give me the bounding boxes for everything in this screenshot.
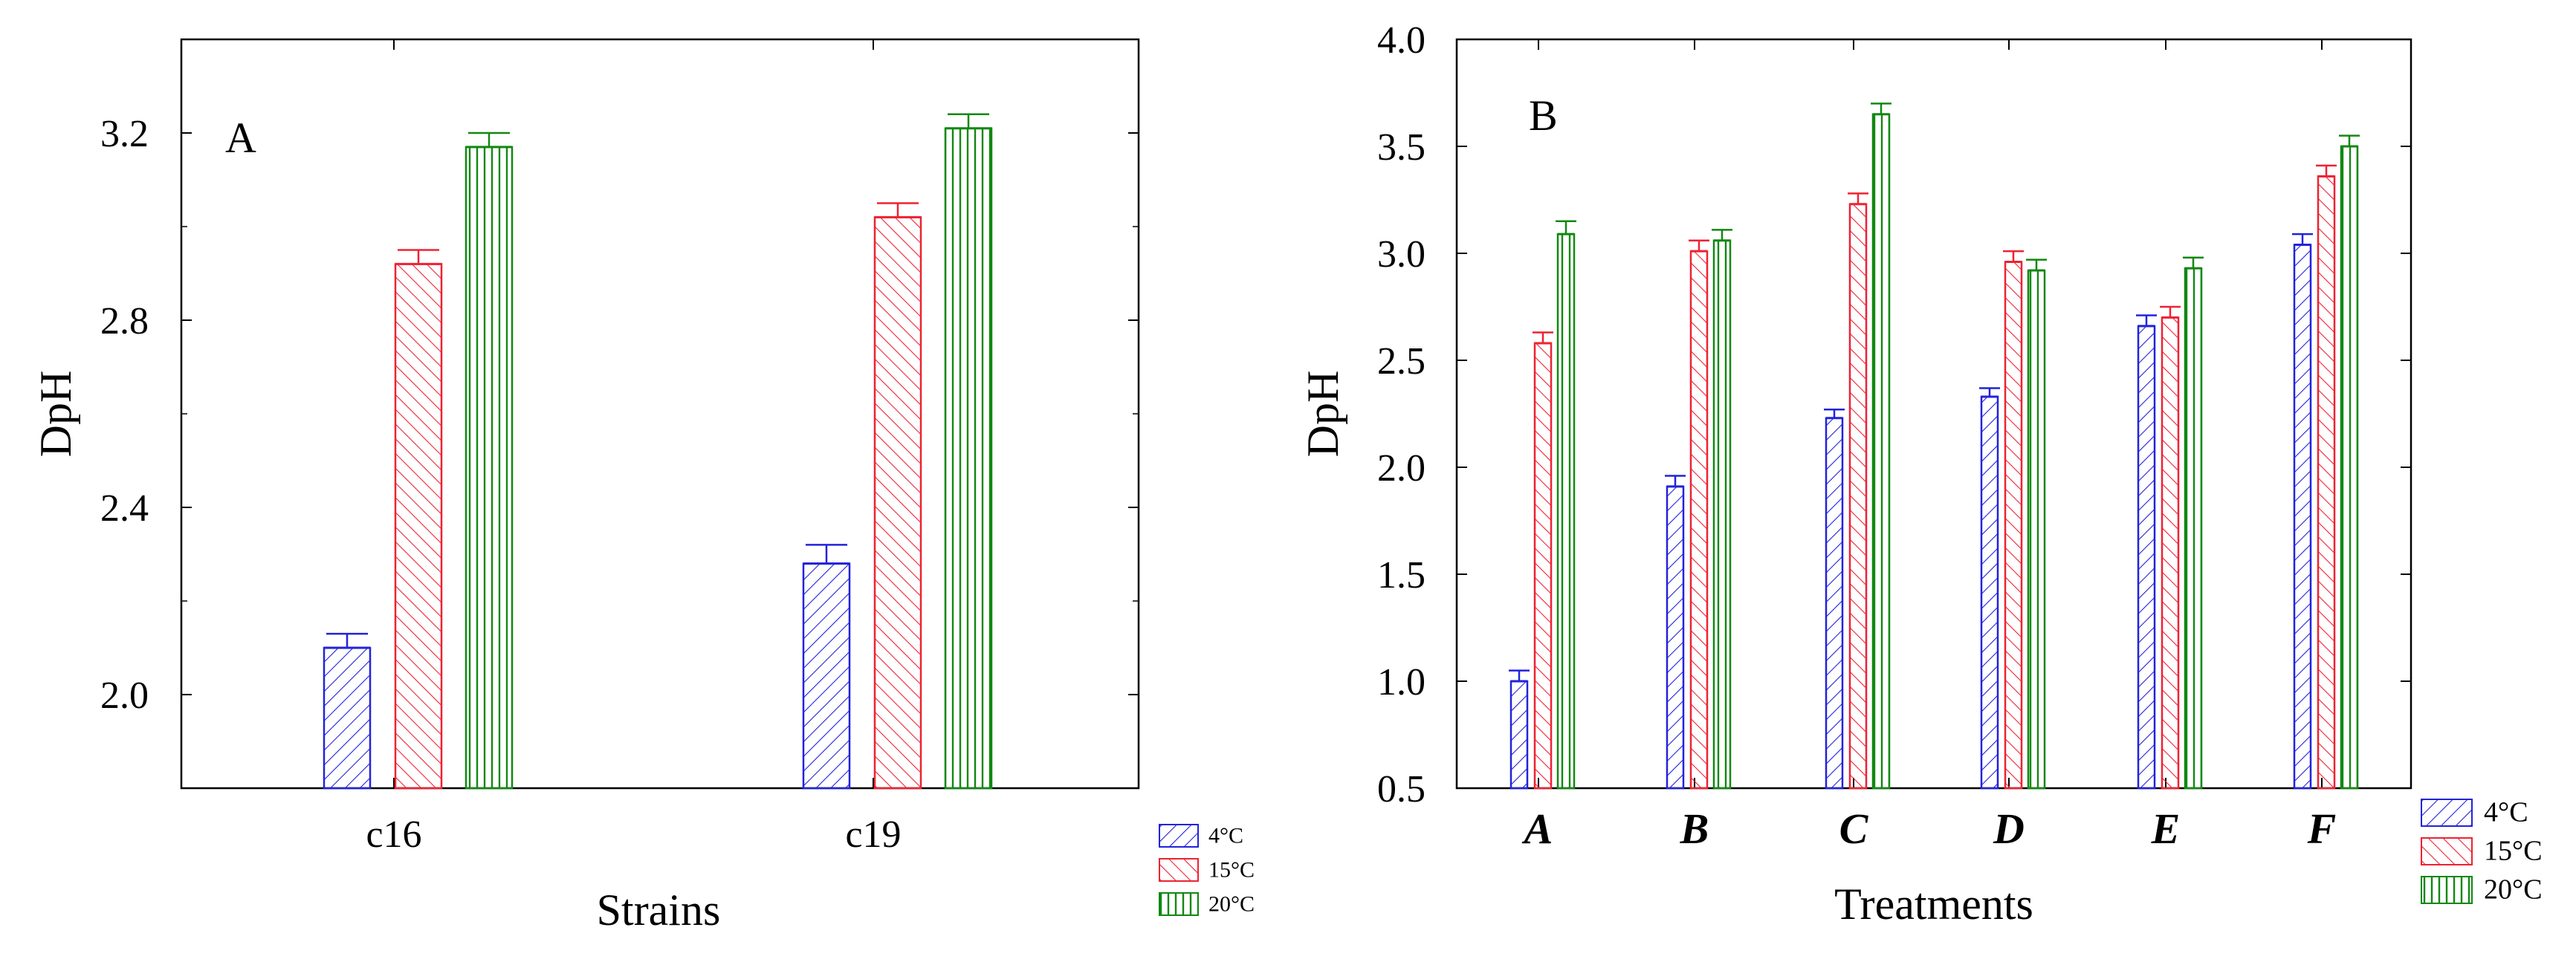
y-tick-label: 1.5 [1377,554,1425,597]
category-label-c16: c16 [366,813,421,856]
legend-swatch-20C [1159,892,1199,916]
legend-swatch-20C [2421,876,2473,904]
bar-20C-b [1712,239,1732,790]
legend-label-4C: 4°C [1208,824,1243,848]
legend-label-15C: 15°C [1208,858,1255,883]
panel-a-x-axis-title: Strains [597,886,721,935]
y-tick-label: 2.4 [100,487,149,530]
panel-a: A DpH Strains [31,38,1140,935]
bar-15C-a [1533,342,1553,790]
bar-4C-c [1825,417,1844,790]
bar-4C-c16 [323,646,372,790]
bar-20C-c16 [465,146,514,790]
y-tick-label: 2.8 [100,300,149,342]
bar-20C-c [1871,113,1891,790]
category-label-c19: c19 [845,813,901,856]
panel-a-label: A [225,114,256,162]
bar-4C-b [1666,485,1685,790]
bar-15C-d [2004,261,2023,790]
panel-a-y-axis-title: DpH [31,371,80,458]
category-label-f: F [2307,805,2337,853]
panel-b-label: B [1529,91,1558,140]
panel-b: B DpH Treatments [1298,38,2412,929]
legend-label-20C: 20°C [2484,874,2543,906]
legend-swatch-15C [2421,837,2473,865]
y-tick-label: 3.0 [1377,233,1425,276]
bar-20C-d [2027,269,2046,790]
bar-15C-b [1689,250,1709,790]
legend-swatch-4C [1159,824,1199,848]
legend-label-15C: 15°C [2484,836,2543,867]
y-tick-label: 0.5 [1377,768,1425,810]
category-label-b: B [1680,805,1709,853]
panel-b-x-axis-title: Treatments [1834,880,2033,929]
bar-4C-e [2137,325,2156,790]
legend-label-4C: 4°C [2484,797,2528,828]
bar-15C-f [2317,175,2336,790]
bar-4C-c19 [802,562,851,790]
bar-20C-f [2340,145,2359,790]
panel-b-plot-frame [1455,38,2412,790]
legend-swatch-15C [1159,858,1199,882]
legend-swatch-4C [2421,799,2473,827]
y-tick-label: 3.5 [1377,126,1425,169]
bar-15C-e [2161,316,2180,790]
panel-b-legend: 4°C 15°C 20°C [2421,797,2543,906]
bar-20C-c19 [944,127,993,790]
y-tick-label: 3.2 [100,113,149,155]
panel-b-marks: 0.5 1.0 1.5 2.0 2.5 3.0 3.5 4.0 A B C D E F 4°C 15°C 20°… [1377,19,2543,906]
bar-15C-c19 [873,216,922,790]
y-tick-label: 2.0 [1377,447,1425,490]
category-label-c: C [1839,805,1869,853]
bar-15C-c [1848,203,1868,790]
y-tick-label: 4.0 [1377,19,1425,62]
panel-b-y-axis-title: DpH [1298,371,1347,458]
legend-label-20C: 20°C [1208,892,1255,917]
bar-4C-f [2293,244,2312,790]
y-tick-label: 2.5 [1377,340,1425,383]
category-label-a: A [1522,805,1553,853]
bar-20C-e [2184,267,2203,790]
bar-15C-c16 [394,263,443,790]
y-tick-label: 2.0 [100,675,149,717]
panel-a-legend: 4°C 15°C 20°C [1159,824,1255,917]
category-label-e: E [2151,805,2181,853]
y-tick-label: 1.0 [1377,661,1425,704]
bar-4C-a [1509,680,1529,790]
chart-marks: 2.0 2.4 2.8 3.2 c16 c19 4°C 15°C 20°C 0.5 1.0 1.5 2.… [100,19,2543,917]
category-label-d: D [1993,805,2025,853]
bar-20C-a [1556,233,1576,790]
panel-a-marks: 2.0 2.4 2.8 3.2 c16 c19 4°C 15°C 20°C [100,39,1255,917]
bar-4C-d [1980,395,1999,790]
